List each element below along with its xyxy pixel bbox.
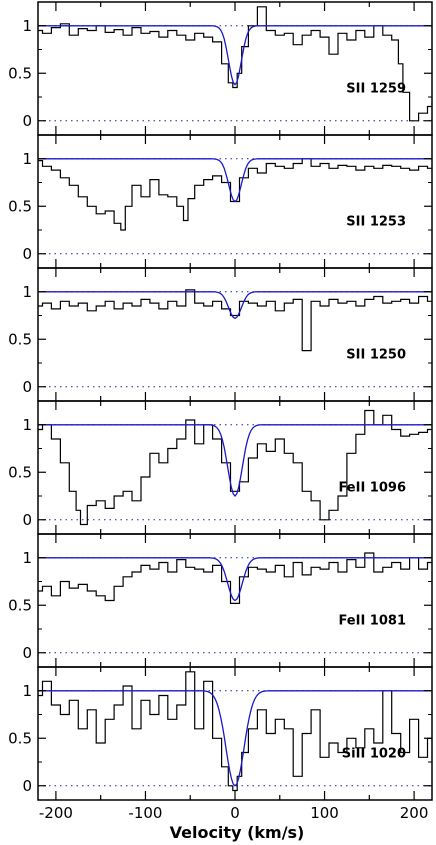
- data-spectrum: [38, 289, 432, 352]
- y-tick-label: 0: [22, 511, 32, 529]
- model-profile: [38, 557, 432, 602]
- panel-label: SII 1253: [346, 214, 406, 229]
- y-tick-label: 0.5: [8, 330, 32, 348]
- x-tick-label: 200: [400, 804, 429, 822]
- panel-label: SII 1259: [346, 81, 406, 96]
- y-tick-label: 1: [22, 549, 32, 567]
- panel-frame: [37, 1, 433, 136]
- panel-3: 0 0.5 1 SII 1250: [8, 267, 433, 402]
- y-tick-label: 0.5: [8, 729, 32, 747]
- x-axis-title: Velocity (km/s): [170, 823, 305, 842]
- panel-2: 0 0.5 1 SII 1253: [8, 134, 433, 269]
- data-spectrum: [38, 6, 432, 122]
- panel-frame: [37, 267, 433, 402]
- x-axis: -200 -100 0 100 200: [39, 804, 429, 822]
- model-profile: [38, 424, 432, 498]
- model-profile: [38, 690, 432, 787]
- y-tick-label: 1: [22, 682, 32, 700]
- panel-1: 0 0.5 1 SII 1259: [8, 1, 433, 136]
- y-tick-label: 0.5: [8, 463, 32, 481]
- panel-label: FeII 1096: [338, 480, 406, 495]
- panel-6: 0 0.5 1 SiII 1020: [8, 666, 433, 801]
- x-tick-label: -200: [39, 804, 73, 822]
- x-tick-label: 0: [230, 804, 240, 822]
- y-tick-label: 1: [22, 17, 32, 35]
- x-tick-label: 100: [310, 804, 339, 822]
- x-tick-label: -100: [128, 804, 162, 822]
- panel-label: SiII 1020: [342, 746, 406, 761]
- model-profile: [38, 158, 432, 203]
- y-tick-label: 0.5: [8, 64, 32, 82]
- data-spectrum: [38, 158, 432, 231]
- y-tick-label: 0.5: [8, 197, 32, 215]
- y-tick-label: 1: [22, 150, 32, 168]
- panel-4: 0 0.5 1 FeII 1096: [8, 400, 433, 535]
- y-tick-label: 0: [22, 112, 32, 130]
- data-spectrum: [38, 409, 432, 526]
- panel-5: 0 0.5 1 FeII 1081: [8, 533, 433, 668]
- data-spectrum: [38, 671, 432, 792]
- y-tick-label: 1: [22, 283, 32, 301]
- model-profile: [38, 25, 432, 86]
- y-tick-label: 0: [22, 378, 32, 396]
- y-tick-label: 1: [22, 416, 32, 434]
- panel-label: SII 1250: [346, 347, 406, 362]
- y-tick-label: 0.5: [8, 596, 32, 614]
- panel-label: FeII 1081: [338, 613, 406, 628]
- panel-frame: [37, 666, 433, 801]
- y-tick-label: 0: [22, 245, 32, 263]
- model-profile: [38, 291, 432, 320]
- y-tick-label: 0: [22, 777, 32, 795]
- data-spectrum: [38, 552, 432, 604]
- y-tick-label: 0: [22, 644, 32, 662]
- panel-frame: [37, 400, 433, 535]
